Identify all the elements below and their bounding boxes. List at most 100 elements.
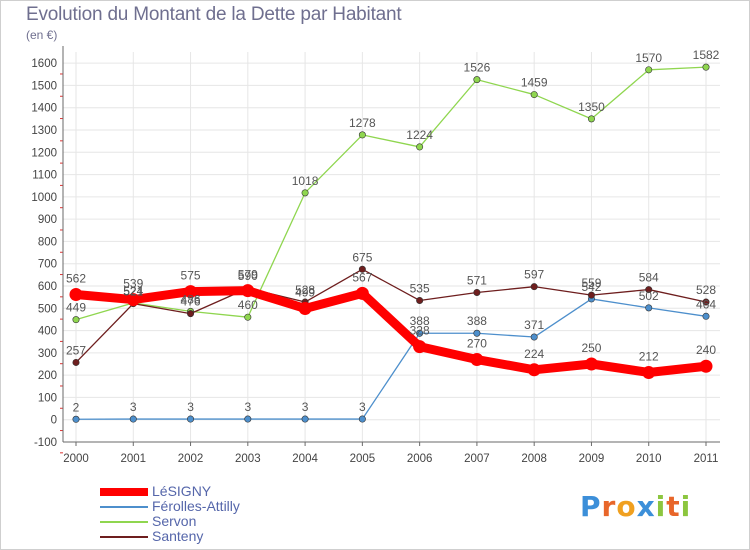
y-tick-label: 100	[38, 392, 57, 404]
data-label: 521	[123, 285, 143, 299]
y-tick-label: 800	[38, 236, 57, 248]
data-point	[298, 302, 312, 316]
y-tick-label: 700	[38, 259, 57, 271]
data-point	[241, 284, 255, 298]
data-point	[584, 357, 598, 371]
legend-swatch	[100, 506, 148, 508]
data-point	[301, 415, 309, 423]
x-tick-label: 2000	[63, 453, 89, 465]
data-label: 1582	[693, 48, 720, 62]
data-label: 502	[639, 289, 659, 303]
data-label: 486	[181, 292, 201, 306]
data-label: 675	[352, 250, 372, 264]
data-label: 257	[66, 343, 86, 357]
data-point	[645, 286, 653, 294]
data-point	[702, 312, 710, 320]
y-tick-label: 500	[38, 303, 57, 315]
data-point	[69, 287, 83, 301]
data-point	[72, 415, 80, 423]
data-label: 3	[187, 400, 194, 414]
x-tick-label: 2009	[579, 453, 605, 465]
y-tick-label: 1500	[31, 80, 57, 92]
data-label: 1018	[292, 174, 319, 188]
legend-label: LéSIGNY	[152, 483, 212, 499]
data-point	[645, 66, 653, 74]
x-tick-label: 2004	[292, 453, 318, 465]
data-point	[530, 283, 538, 291]
data-point	[244, 313, 252, 321]
data-point	[358, 131, 366, 139]
x-tick-label: 2011	[694, 453, 719, 465]
data-label: 542	[581, 280, 601, 294]
y-tick-label: 300	[38, 348, 57, 360]
data-point	[126, 293, 140, 307]
legend-swatch	[100, 536, 148, 538]
data-label: 3	[302, 400, 309, 414]
data-point	[702, 63, 710, 71]
data-point	[470, 353, 484, 367]
x-tick-label: 2008	[521, 453, 547, 465]
proxiti-logo: Proxiti	[580, 490, 692, 523]
data-point	[699, 359, 713, 373]
data-point	[72, 316, 80, 324]
data-label: 240	[696, 343, 716, 357]
y-tick-label: 600	[38, 281, 57, 293]
data-label: 575	[181, 269, 201, 283]
data-label: 499	[295, 286, 315, 300]
legend-item: LéSIGNY	[100, 483, 360, 499]
y-tick-label: 400	[38, 326, 57, 338]
data-label: 539	[123, 277, 143, 291]
x-tick-label: 2003	[235, 453, 261, 465]
data-point	[530, 91, 538, 99]
axes: -100 0 100 200 300 400 500 600 700 800 900 1000 1100…	[31, 46, 720, 465]
data-point	[358, 265, 366, 273]
data-point	[416, 329, 424, 337]
data-label: 3	[130, 400, 137, 414]
legend-swatch	[100, 521, 148, 523]
data-point	[527, 363, 541, 377]
data-label: 584	[639, 271, 659, 285]
data-point	[473, 329, 481, 337]
data-point	[187, 310, 195, 318]
data-point	[301, 189, 309, 197]
x-tick-label: 2005	[350, 453, 376, 465]
data-label: 449	[66, 301, 86, 315]
x-tick-label: 2010	[636, 453, 662, 465]
grid-lines	[63, 52, 720, 443]
legend-swatch	[100, 488, 148, 496]
legend-label: Servon	[152, 513, 197, 529]
y-tick-label: 1300	[31, 125, 57, 137]
data-label: 1570	[635, 51, 662, 65]
data-label: 388	[467, 314, 487, 328]
data-label: 1350	[578, 100, 605, 114]
x-tick-label: 2007	[464, 453, 490, 465]
y-tick-label: 1400	[31, 103, 57, 115]
data-point	[473, 76, 481, 84]
data-point	[587, 291, 595, 299]
legend: LéSIGNY Férolles-Attilly Servon Santeny	[100, 483, 360, 544]
data-label: 528	[696, 283, 716, 297]
y-tick-label: 1100	[32, 170, 57, 182]
data-label: 476	[181, 295, 201, 309]
data-label: 1526	[464, 61, 491, 75]
legend-label: Santeny	[152, 528, 204, 544]
data-label: 571	[467, 273, 487, 287]
data-label: 567	[352, 270, 372, 284]
data-label: 528	[295, 283, 315, 297]
y-tick-label: 1200	[31, 147, 57, 159]
data-labels: 2 3 3 3 3 3 388 388 371 542 502 464 449 524 486 460 1018…	[66, 48, 720, 414]
data-label: 1224	[406, 128, 433, 142]
data-label: 371	[524, 318, 544, 332]
y-tick-label: 1600	[31, 58, 57, 70]
data-point	[642, 365, 656, 379]
data-point	[645, 304, 653, 312]
data-label: 1278	[349, 116, 376, 130]
legend-label: Férolles-Attilly	[152, 498, 240, 514]
data-label: 224	[524, 347, 544, 361]
data-label: 464	[696, 297, 716, 311]
data-point	[587, 115, 595, 123]
data-label: 3	[359, 400, 366, 414]
series-line-0	[71, 286, 711, 377]
data-point	[530, 333, 538, 341]
series-line-2	[75, 66, 707, 321]
